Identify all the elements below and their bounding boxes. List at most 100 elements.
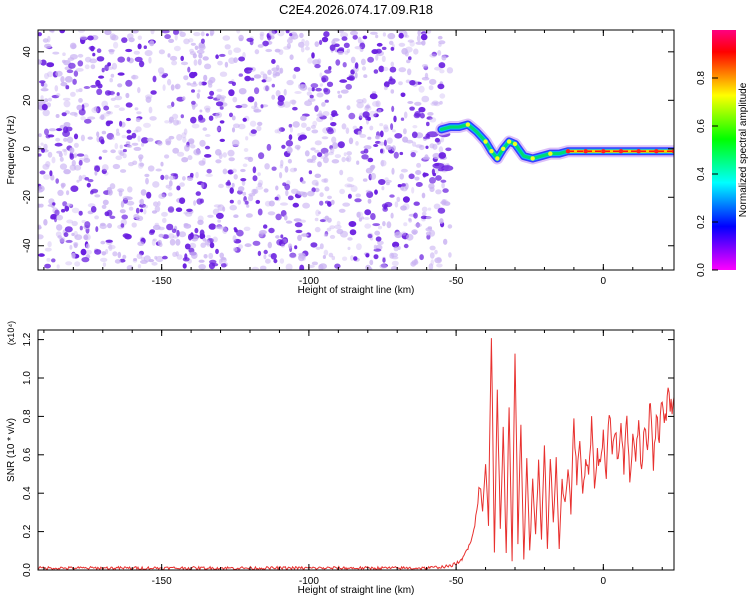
noise-blob	[426, 131, 439, 138]
noise-blob	[236, 30, 241, 34]
noise-blob	[311, 261, 318, 266]
noise-blob	[162, 84, 166, 91]
noise-blob	[445, 147, 452, 152]
noise-blob	[417, 30, 422, 36]
noise-blob	[43, 174, 51, 180]
noise-blob	[254, 101, 258, 108]
noise-blob	[44, 263, 51, 269]
noise-blob	[189, 251, 197, 256]
noise-blob	[138, 60, 145, 68]
noise-blob	[238, 34, 244, 42]
noise-blob	[367, 233, 373, 239]
noise-blob	[204, 239, 210, 246]
noise-blob	[441, 182, 445, 189]
noise-blob	[38, 185, 45, 192]
noise-blob	[288, 253, 297, 259]
noise-blob	[263, 85, 271, 92]
noise-blob	[61, 112, 67, 117]
noise-blob	[372, 223, 381, 227]
noise-blob	[250, 129, 257, 134]
noise-blob	[369, 125, 374, 131]
noise-blob	[394, 133, 403, 139]
noise-blob	[39, 170, 46, 175]
noise-blob	[324, 99, 329, 103]
noise-blob	[208, 223, 216, 230]
noise-blob	[63, 126, 69, 134]
noise-blob	[65, 203, 73, 207]
noise-blob	[68, 62, 76, 69]
noise-blob	[56, 93, 61, 97]
noise-blob	[412, 141, 417, 147]
noise-blob	[118, 107, 125, 111]
noise-blob	[253, 109, 262, 113]
noise-blob	[137, 135, 141, 142]
noise-blob	[86, 182, 91, 188]
noise-blob	[128, 206, 134, 211]
noise-blob	[337, 50, 344, 56]
noise-blob	[347, 193, 352, 199]
noise-blob	[391, 145, 396, 152]
noise-blob	[76, 179, 80, 183]
noise-blob	[438, 40, 446, 45]
noise-blob	[81, 257, 90, 263]
noise-blob	[429, 186, 435, 192]
noise-blob	[38, 133, 42, 138]
noise-blob	[204, 145, 211, 150]
noise-blob	[298, 253, 307, 259]
noise-blob	[357, 130, 362, 136]
noise-blob	[446, 67, 454, 74]
noise-blob	[268, 200, 275, 207]
noise-blob	[409, 106, 415, 111]
noise-blob	[413, 201, 420, 206]
snr-y-tick-label: 0.4	[22, 486, 33, 500]
noise-blob	[227, 149, 235, 157]
noise-blob	[383, 86, 388, 91]
noise-blob	[137, 35, 142, 41]
noise-blob	[261, 79, 267, 83]
noise-blob	[200, 31, 205, 37]
noise-blob	[428, 85, 434, 91]
noise-blob	[202, 237, 207, 242]
noise-blob	[171, 228, 177, 234]
noise-blob	[101, 67, 105, 73]
noise-blob	[162, 255, 168, 260]
noise-blob	[189, 144, 196, 149]
noise-blob	[46, 257, 51, 262]
noise-blob	[345, 83, 353, 90]
noise-blob	[135, 117, 141, 123]
noise-blob	[111, 136, 115, 141]
noise-blob	[66, 219, 74, 224]
noise-blob	[341, 123, 347, 130]
noise-blob	[322, 255, 326, 259]
signal-point	[489, 149, 494, 154]
noise-blob	[41, 148, 45, 153]
noise-blob	[173, 45, 181, 52]
noise-blob	[307, 57, 313, 64]
noise-blob	[167, 53, 171, 58]
noise-blob	[73, 142, 79, 148]
noise-blob	[207, 96, 214, 100]
noise-blob	[346, 105, 351, 111]
noise-blob	[102, 149, 108, 153]
noise-blob	[418, 106, 426, 113]
noise-blob	[164, 34, 171, 40]
snr-y-tick-label: 0.8	[22, 409, 33, 423]
noise-blob	[252, 188, 259, 194]
noise-blob	[276, 239, 284, 246]
noise-blob	[84, 118, 92, 124]
noise-blob	[361, 66, 367, 71]
noise-blob	[347, 237, 353, 241]
noise-blob	[218, 183, 224, 189]
noise-blob	[95, 106, 101, 114]
snr-frame	[38, 330, 674, 570]
noise-blob	[415, 170, 422, 175]
noise-blob	[375, 136, 381, 140]
noise-blob	[107, 66, 114, 70]
noise-blob	[267, 241, 272, 249]
noise-blob	[264, 200, 272, 207]
noise-blob	[109, 78, 113, 83]
noise-blob	[434, 249, 438, 255]
noise-blob	[383, 139, 387, 147]
noise-blob	[394, 201, 399, 208]
spectrogram-y-ticks: -40 -20 0 20 40	[22, 46, 674, 253]
